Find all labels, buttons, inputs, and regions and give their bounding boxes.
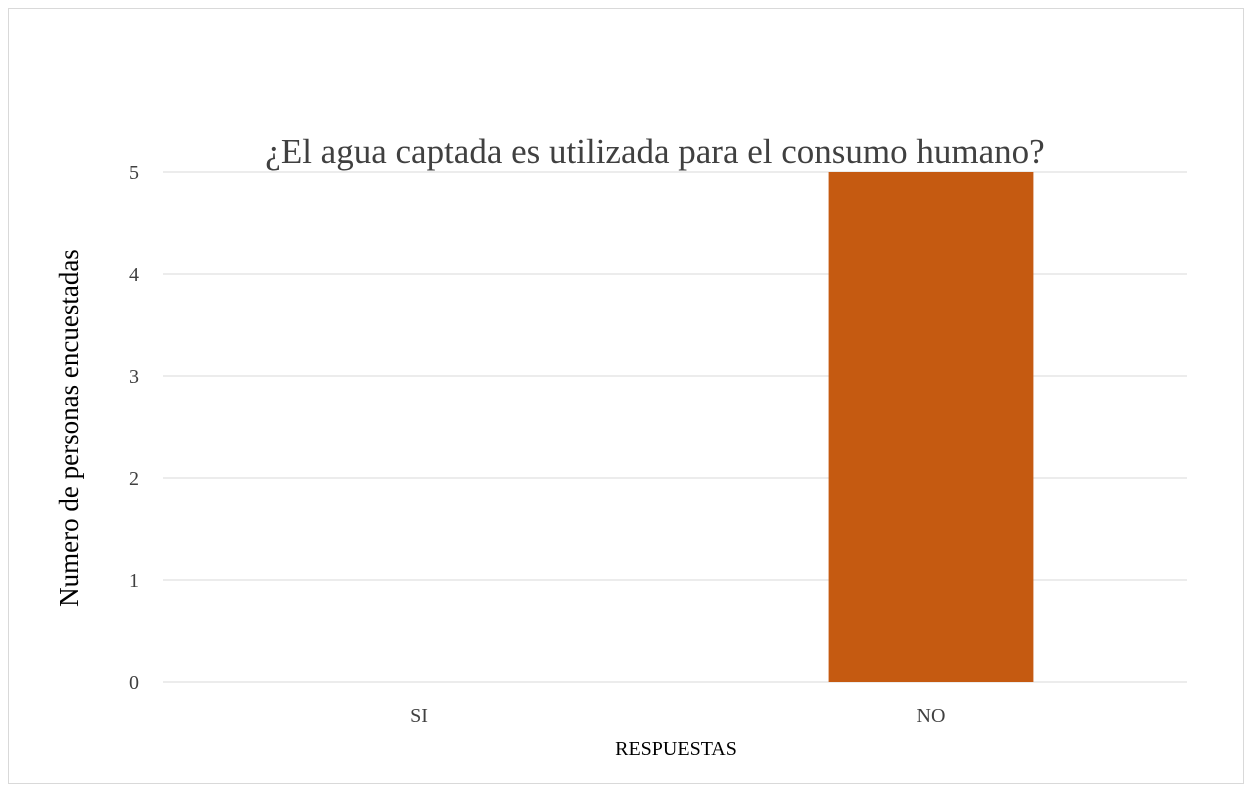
x-tick-label: SI: [410, 705, 428, 727]
x-axis-ticks: SI NO: [410, 705, 945, 727]
x-tick-label: NO: [917, 705, 946, 727]
y-axis-title: Numero de personas encuestadas: [54, 249, 84, 607]
y-tick-label: 2: [129, 468, 139, 490]
bar-no: [828, 172, 1034, 682]
y-tick-label: 4: [129, 264, 139, 286]
y-tick-label: 3: [129, 366, 139, 388]
x-axis-title: RESPUESTAS: [615, 738, 737, 760]
y-tick-label: 0: [129, 672, 139, 694]
chart-title: ¿El agua captada es utilizada para el co…: [265, 132, 1044, 171]
y-tick-label: 1: [129, 570, 139, 592]
bars: [828, 172, 1034, 682]
y-tick-label: 5: [129, 162, 139, 184]
chart-frame: [8, 8, 1244, 784]
y-axis-ticks: 0 1 2 3 4 5: [129, 162, 139, 694]
